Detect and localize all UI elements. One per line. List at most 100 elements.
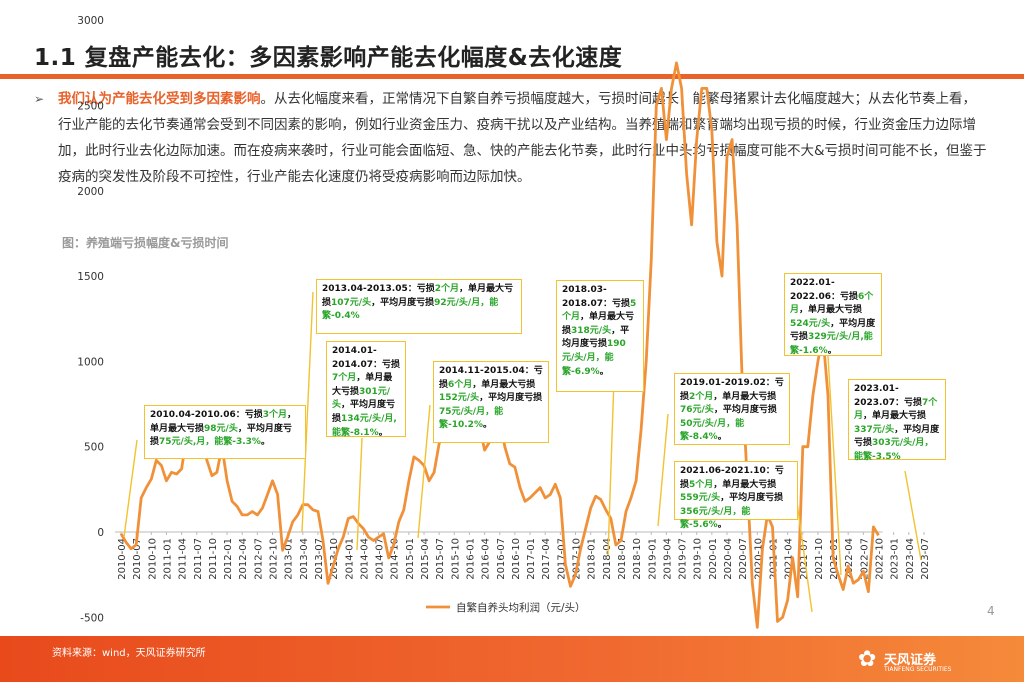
callout-text: 。	[482, 420, 492, 431]
callout-text: ，平均月度亏损	[790, 318, 876, 343]
callout-highlight: 50元/头/月，能繁-8.4%	[680, 418, 745, 443]
callout-highlight: 76元/头	[680, 405, 714, 416]
x-tick-label: 2014-07	[375, 538, 386, 580]
x-tick-label: 2014-01	[344, 538, 355, 580]
callout-text: ，单月最大亏损	[472, 379, 536, 390]
x-tick-label: 2023-04	[905, 538, 916, 580]
callout-text: ，单月最大亏损	[713, 479, 777, 490]
callout-text: 。	[827, 345, 837, 356]
x-tick-label: 2018-04	[602, 538, 613, 580]
callout-highlight: 2个月	[434, 284, 459, 294]
x-tick-label: 2023-07	[920, 538, 931, 580]
x-tick-label: 2022-10	[875, 538, 886, 580]
callout-text: 2022.01-2022.06：亏损	[790, 278, 858, 302]
loss-period-callout: 2018.03-2018.07：亏损5个月，单月最大亏损318元/头，平均月度亏…	[556, 280, 644, 392]
x-tick-label: 2014-04	[359, 538, 370, 580]
y-tick-label: 0	[97, 527, 104, 539]
callout-text: 2023.01-2023.07：亏损	[854, 384, 922, 408]
callout-highlight: 337元/头	[854, 424, 895, 435]
loss-period-callout: 2013.04-2013.05：亏损2个月，单月最大亏损107元/头，平均月度亏…	[316, 279, 522, 334]
x-tick-label: 2022-04	[844, 538, 855, 580]
x-tick-label: 2018-01	[587, 538, 598, 580]
x-tick-label: 2016-07	[496, 538, 507, 580]
bullet-arrow-icon: ➢	[34, 92, 45, 106]
x-tick-label: 2016-10	[511, 538, 522, 580]
callout-highlight: 356元/头/月，能繁-5.6%	[680, 506, 751, 531]
x-tick-label: 2016-01	[465, 538, 476, 580]
callout-text: ，平均月度亏损	[150, 423, 292, 448]
annotation-leader-line	[657, 413, 669, 527]
x-tick-label: 2015-07	[435, 538, 446, 580]
x-tick-label: 2019-07	[678, 538, 689, 580]
x-tick-label: 2019-01	[647, 538, 658, 580]
callout-text: 2014.01-2014.07：亏损	[332, 346, 400, 370]
y-tick-label: 1000	[77, 356, 104, 368]
callout-highlight: 3个月	[262, 410, 287, 420]
callout-text: ，平均月度亏损	[854, 424, 940, 449]
y-tick-label: 2500	[77, 101, 104, 113]
x-tick-label: 2018-07	[617, 538, 628, 580]
callout-highlight: 303元/头/月，能繁-3.5%	[854, 438, 934, 462]
y-tick-label: 2000	[77, 186, 104, 198]
callout-highlight: 329元/头/月,能繁-1.6%	[790, 332, 873, 356]
x-tick-label: 2011-01	[162, 538, 173, 580]
y-tick-label: 3000	[77, 15, 104, 27]
footer-bar	[0, 636, 1024, 682]
loss-period-callout: 2014.11-2015.04：亏损6个月，单月最大亏损 152元/头，平均月度亏…	[433, 361, 549, 443]
loss-period-callout: 2022.01-2022.06：亏损6个月，单月最大亏损 524元/头，平均月度亏…	[784, 273, 882, 356]
callout-text: 2018.03-2018.07：亏损	[562, 285, 630, 309]
callout-text: 2010.04-2010.06：亏损	[150, 410, 263, 420]
callout-highlight: 75元/头/月，能繁-10.2%	[439, 406, 504, 431]
annotation-leader-line	[417, 404, 431, 539]
callout-text: 。	[717, 432, 727, 443]
x-tick-label: 2013-01	[284, 538, 295, 580]
callout-text: ，平均月度亏损	[720, 493, 784, 504]
callout-text: ，单月最大亏损	[150, 410, 297, 434]
x-tick-label: 2011-04	[178, 538, 189, 580]
x-tick-label: 2019-10	[693, 538, 704, 580]
callout-highlight: 2个月	[689, 391, 714, 402]
callout-highlight: 7个月	[332, 373, 357, 384]
callout-highlight: 107元/头	[331, 297, 372, 308]
logo-text: 天风证券	[884, 653, 937, 668]
x-tick-label: 2017-07	[556, 538, 567, 580]
callout-text: 。	[599, 366, 609, 377]
x-tick-label: 2017-10	[572, 538, 583, 580]
x-tick-label: 2012-01	[223, 538, 234, 580]
x-tick-label: 2020-04	[723, 538, 734, 580]
callout-highlight: 7个月	[854, 397, 938, 422]
y-tick-label: 1500	[77, 271, 104, 283]
callout-text: 2019.01-2019.02：亏损	[680, 378, 784, 402]
x-tick-label: 2012-07	[253, 538, 264, 580]
x-tick-label: 2010-10	[147, 538, 158, 580]
x-tick-label: 2020-07	[738, 538, 749, 580]
callout-text: 。	[378, 427, 388, 438]
callout-text: 2013.04-2013.05：亏损	[322, 284, 435, 294]
callout-highlight: 301元/头	[332, 386, 391, 411]
callout-highlight: 134元/头/月,能繁-8.1%	[332, 413, 397, 438]
flower-logo-icon: ✿	[858, 647, 877, 672]
callout-highlight: 524元/头	[790, 318, 831, 329]
loss-period-callout: 2014.01-2014.07：亏损 7个月，单月最大亏损301元/头，平均月度亏…	[326, 341, 406, 438]
x-tick-label: 2012-04	[238, 538, 249, 580]
x-tick-label: 2010-04	[117, 538, 128, 580]
callout-text: 。	[260, 437, 270, 448]
callout-highlight: 6个月	[448, 379, 473, 390]
brand-logo: ✿ 天风证券 TIANFENG SECURITIES	[858, 647, 988, 677]
logo-subtext: TIANFENG SECURITIES	[884, 666, 952, 673]
callout-highlight: 98元/头	[204, 423, 238, 434]
callout-highlight: 6个月	[790, 291, 874, 316]
callout-text: ，平均月度亏损	[479, 393, 543, 404]
callout-highlight: 75元/头,月，能繁-3.3%	[159, 437, 261, 448]
x-tick-label: 2013-07	[314, 538, 325, 580]
page-number: 4	[987, 604, 995, 618]
title-rule	[0, 74, 1024, 79]
figure-caption: 图：养殖端亏损幅度&亏损时间	[62, 236, 229, 250]
callout-text: 2021.06-2021.10：亏损	[680, 466, 784, 490]
x-tick-label: 2013-04	[299, 538, 310, 580]
x-tick-label: 2012-10	[269, 538, 280, 580]
callout-highlight: 559元/头	[680, 493, 721, 504]
annotation-leader-line	[795, 494, 813, 613]
x-tick-label: 2020-01	[708, 538, 719, 580]
x-tick-label: 2017-04	[541, 538, 552, 580]
